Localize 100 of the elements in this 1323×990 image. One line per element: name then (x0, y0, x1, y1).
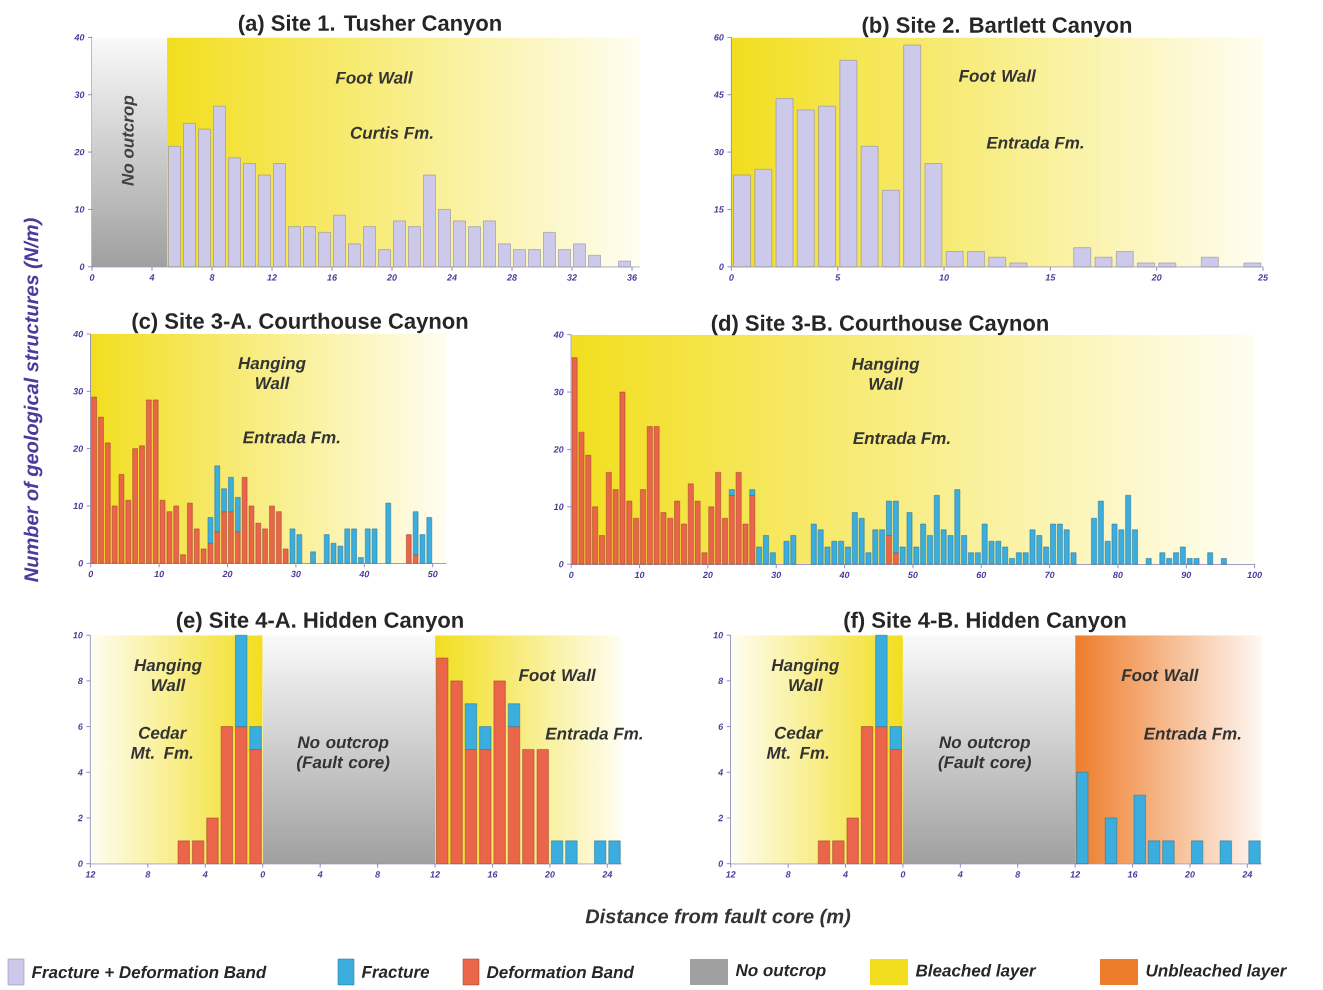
x-tick-label: 4 (317, 871, 323, 878)
x-tick-label: 50 (427, 570, 438, 578)
x-tick-label: 40 (839, 571, 850, 579)
bar (228, 157, 241, 268)
x-tick-label: 4 (149, 274, 155, 281)
bar (464, 703, 477, 750)
bar (588, 255, 601, 268)
bar (967, 251, 985, 268)
annotation: Entrada Fm. (986, 136, 1084, 149)
y-tick-label: 0 (718, 860, 724, 867)
bar (860, 146, 879, 268)
bar (1076, 772, 1089, 864)
bar (1162, 840, 1175, 864)
x-tick-label: 4 (957, 871, 963, 878)
bar (513, 249, 526, 268)
bar (1201, 256, 1219, 268)
x-tick-label: 8 (1015, 871, 1021, 878)
chart-title: (a) Site 1. Tusher Canyon (238, 14, 501, 36)
x-tick-label: 12 (85, 871, 96, 878)
annotation: Entrada Fm. (545, 727, 643, 740)
bar (1221, 558, 1227, 565)
x-tick-label: 0 (88, 570, 94, 578)
legend-label: No outcrop (735, 964, 826, 980)
x-tick-label: 20 (702, 571, 713, 579)
bar (882, 190, 900, 268)
x-tick-label: 16 (487, 871, 498, 878)
bar (728, 489, 735, 496)
x-tick-label: 10 (939, 274, 949, 281)
annotation: Foot Wall (1121, 668, 1199, 682)
bar (573, 243, 586, 268)
x-axis-title: Distance from fault core (m) (585, 908, 851, 928)
annotation: Entrada Fm. (1144, 727, 1241, 740)
bar (318, 232, 331, 268)
x-tick-label: 0 (89, 274, 95, 281)
legend-label: Fracture (361, 966, 430, 978)
legend-label: Fracture + Deformation Band (31, 965, 267, 979)
bar (1207, 552, 1213, 565)
bar (508, 703, 520, 727)
y-tick-label: 40 (74, 34, 85, 41)
y-tick-label: 4 (718, 769, 724, 776)
bar (1248, 840, 1261, 864)
y-tick-label: 20 (73, 445, 84, 452)
annotation: Hanging Wall (238, 356, 306, 390)
bar (543, 232, 556, 268)
bar (258, 174, 271, 268)
y-tick-label: 6 (78, 723, 83, 730)
x-tick-label: 20 (544, 871, 555, 878)
y-tick-label: 4 (77, 769, 83, 776)
x-tick-label: 28 (506, 274, 517, 281)
bar (1219, 840, 1232, 864)
bar (288, 226, 301, 268)
x-tick-label: 16 (1127, 871, 1138, 878)
x-tick-label: 10 (154, 570, 165, 578)
y-tick-label: 0 (79, 263, 85, 270)
bar (213, 105, 226, 268)
bar (310, 551, 316, 564)
annotation: Cedar Mt. Fm. (766, 726, 829, 759)
y-tick-label: 10 (73, 502, 84, 510)
bar (558, 249, 571, 268)
x-tick-label: 36 (627, 274, 638, 281)
annotation: No outcrop (121, 95, 138, 186)
bar (1009, 262, 1028, 268)
bar (775, 98, 794, 268)
y-tick-label: 30 (713, 148, 724, 156)
x-tick-label: 30 (290, 570, 301, 578)
bar (333, 214, 346, 268)
x-tick-label: 8 (145, 871, 151, 878)
bar (839, 60, 858, 268)
bar (453, 220, 466, 268)
annotation: Hanging Wall (851, 357, 920, 390)
x-tick-label: 0 (729, 274, 734, 281)
bar (177, 840, 190, 864)
y-tick-label: 0 (559, 560, 564, 568)
y-tick-label: 8 (77, 677, 83, 685)
bar (1158, 262, 1177, 268)
bar (1243, 262, 1262, 268)
bar (508, 726, 520, 864)
legend-label: Bleached layer (915, 964, 1037, 980)
chart-title: (b) Site 2. Bartlett Canyon (862, 16, 1132, 38)
bar (183, 123, 196, 268)
x-tick-label: 80 (1113, 571, 1123, 579)
y-tick-label: 2 (77, 814, 83, 822)
y-tick-label: 0 (78, 560, 84, 567)
bar (1191, 840, 1204, 864)
y-tick-label: 60 (714, 34, 724, 41)
y-tick-label: 20 (553, 446, 564, 453)
bar (818, 840, 830, 864)
bar (551, 840, 564, 864)
annotation: Cedar Mt. Fm. (130, 726, 193, 759)
bar (273, 163, 286, 268)
annotation: Hanging Wall (134, 658, 202, 692)
x-tick-label: 8 (375, 871, 381, 878)
x-tick-label: 0 (260, 871, 266, 878)
annotation: Curtis Fm. (350, 126, 433, 139)
x-tick-label: 0 (900, 871, 906, 878)
bar (1148, 840, 1161, 864)
y-tick-label: 6 (718, 723, 724, 730)
y-tick-label: 10 (553, 503, 564, 510)
bar (924, 163, 943, 268)
y-tick-label: 2 (718, 814, 724, 822)
